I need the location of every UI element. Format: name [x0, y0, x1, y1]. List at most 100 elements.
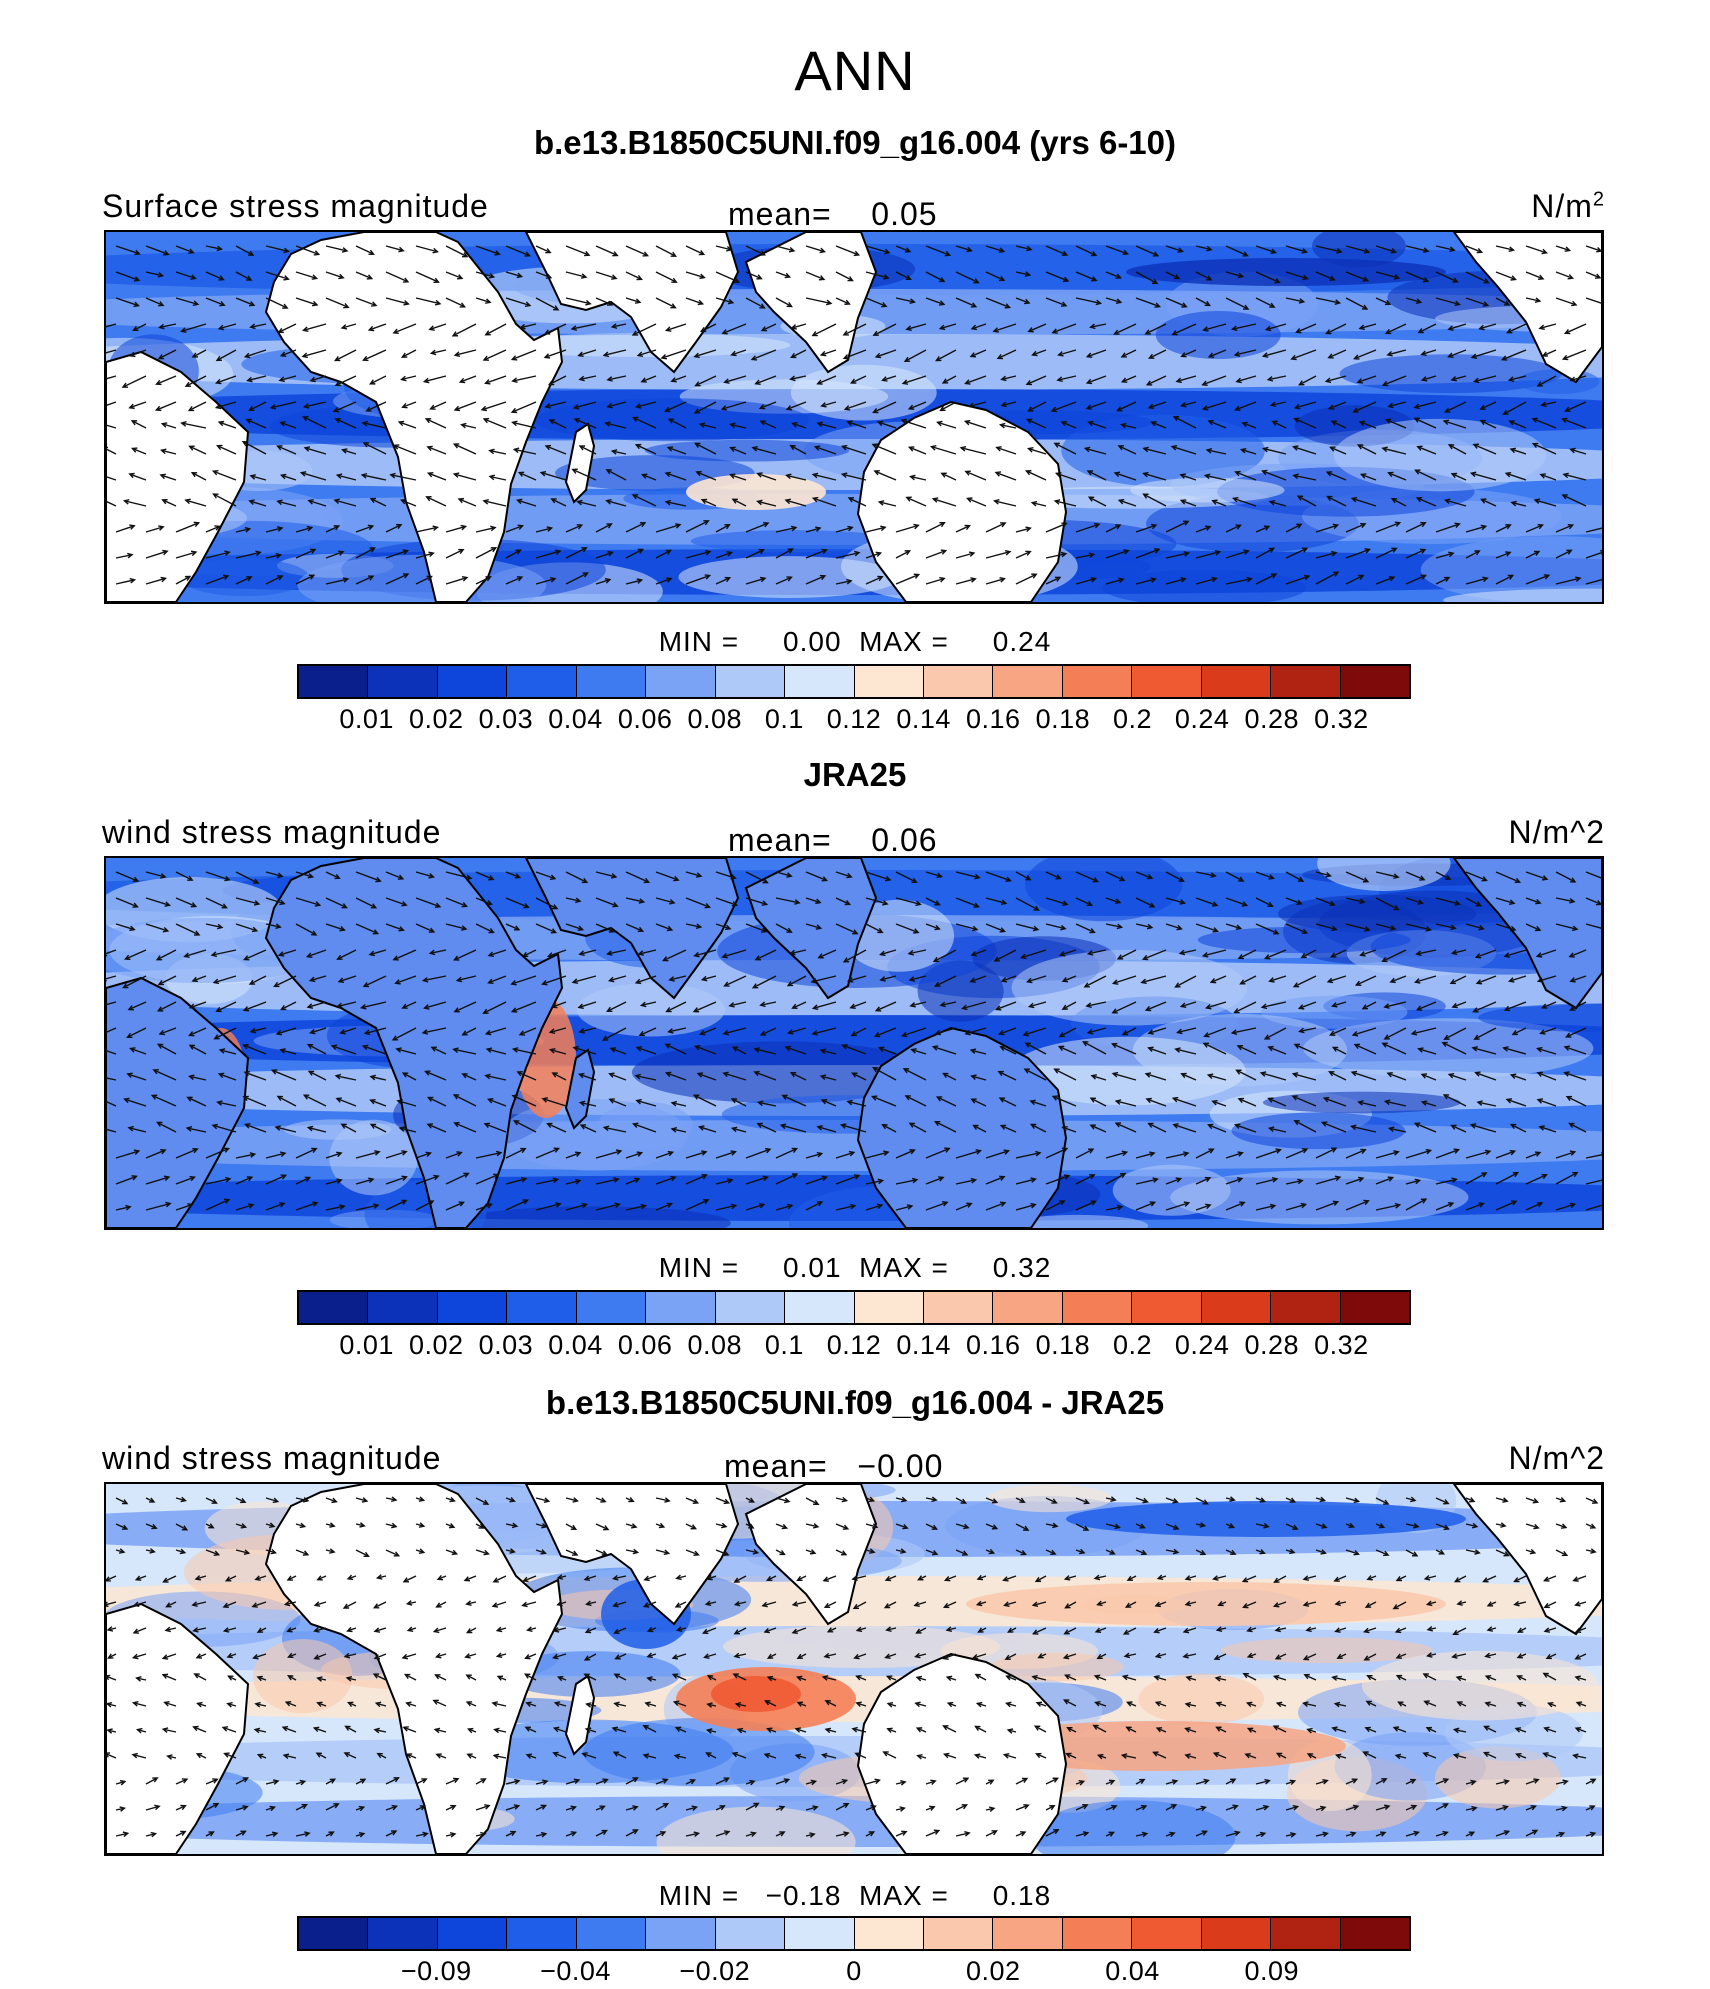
- colorbar-swatch: [715, 666, 786, 697]
- panel-min-max: MIN = 0.00 MAX = 0.24: [658, 626, 1052, 657]
- map-canvas: [106, 858, 1602, 1228]
- panel-units: N/m^2: [1509, 1440, 1605, 1477]
- colorbar-swatch: [785, 1292, 855, 1323]
- colorbar-swatch: [646, 666, 716, 697]
- mean-label: mean=: [728, 196, 832, 232]
- colorbar-swatch: [576, 1292, 647, 1323]
- colorbar-swatch: [646, 1292, 716, 1323]
- colorbar-swatch: [1062, 1918, 1133, 1949]
- colorbar-tick-label: 0.12: [826, 1330, 882, 1360]
- mean-value: −0.00: [857, 1448, 944, 1484]
- colorbar-tick-label: 0.06: [617, 704, 673, 734]
- colorbar: [297, 1916, 1411, 1951]
- landmass-north-america: [1452, 232, 1602, 384]
- map-panel-model: [104, 230, 1604, 604]
- colorbar-swatch: [299, 1292, 369, 1323]
- colorbar-swatch: [923, 1918, 994, 1949]
- colorbar-labels: 0.01 0.02 0.03 0.04 0.06 0.08 0.1 0.12 0.14 0.16 0…: [297, 704, 1411, 736]
- colorbar-tick-label: 0.14: [896, 1330, 951, 1360]
- landmass-north-america: [1452, 1484, 1602, 1636]
- panel-mean: mean= 0.06: [728, 822, 938, 859]
- mean-value: 0.06: [871, 822, 938, 858]
- colorbar-tick-label: 0.32: [1314, 704, 1369, 734]
- colorbar-swatch: [1340, 666, 1409, 697]
- colorbar-tick-label: 0.16: [965, 704, 1021, 734]
- landmass-australia: [856, 400, 1068, 602]
- panel-left-label: Surface stress magnitude: [102, 188, 489, 224]
- colorbar-swatch: [1271, 666, 1341, 697]
- colorbar-tick-label: 0.2: [1112, 1330, 1153, 1360]
- colorbar-swatch: [993, 1918, 1063, 1949]
- colorbar-labels: 0.01 0.02 0.03 0.04 0.06 0.08 0.1 0.12 0.14 0.16 0…: [297, 1330, 1411, 1362]
- colorbar-tick-label: 0.04: [548, 704, 603, 734]
- colorbar-tick-label: 0.02: [408, 1330, 464, 1360]
- colorbar-tick-label: −0.04: [540, 1956, 611, 1986]
- landmass-south-america: [106, 350, 250, 602]
- colorbar-tick-label: 0.16: [965, 1330, 1021, 1360]
- colorbar-swatch: [1062, 1292, 1133, 1323]
- colorbar-tick-label: 0.08: [687, 704, 743, 734]
- units-base: N/m^2: [1508, 1440, 1605, 1476]
- colorbar-tick-label: 0.02: [965, 1956, 1021, 1986]
- colorbar-tick-label: 0.18: [1035, 704, 1091, 734]
- colorbar-swatch: [1201, 666, 1272, 697]
- colorbar-tick-label: 0.12: [826, 704, 882, 734]
- panel-title: b.e13.B1850C5UNI.f09_g16.004 - JRA25: [545, 1384, 1165, 1421]
- colorbar-tick-label: 0.04: [1105, 1956, 1160, 1986]
- colorbar-swatch: [923, 666, 994, 697]
- colorbar-swatch: [1271, 1918, 1341, 1949]
- mean-label: mean=: [724, 1448, 828, 1484]
- colorbar-swatch: [854, 666, 924, 697]
- colorbar-tick-label: 0.32: [1314, 1330, 1369, 1360]
- panel-min-max: MIN = 0.01 MAX = 0.32: [658, 1252, 1052, 1283]
- colorbar-swatch: [715, 1918, 786, 1949]
- colorbar-tick-label: 0.18: [1035, 1330, 1091, 1360]
- colorbar-swatch: [646, 1918, 716, 1949]
- colorbar-swatch: [507, 1292, 577, 1323]
- colorbar-swatch: [923, 1292, 994, 1323]
- colorbar-swatch: [299, 1918, 369, 1949]
- colorbar-swatch: [854, 1918, 924, 1949]
- colorbar-swatch: [993, 666, 1063, 697]
- colorbar-swatch: [1340, 1292, 1409, 1323]
- colorbar-swatch: [437, 666, 508, 697]
- colorbar-tick-label: 0.08: [687, 1330, 743, 1360]
- colorbar-tick-label: 0.28: [1244, 704, 1300, 734]
- colorbar: [297, 1290, 1411, 1325]
- colorbar-swatch: [1201, 1918, 1272, 1949]
- panel-min-max: MIN = −0.18 MAX = 0.18: [658, 1880, 1052, 1911]
- colorbar-tick-label: 0.2: [1112, 704, 1153, 734]
- colorbar-swatch: [993, 1292, 1063, 1323]
- landmass-south-america: [106, 1602, 250, 1854]
- colorbar-tick-label: 0.04: [548, 1330, 603, 1360]
- panel-title: JRA25: [803, 756, 907, 793]
- mean-value: 0.05: [871, 196, 938, 232]
- panel-left-label: wind stress magnitude: [102, 814, 442, 850]
- colorbar-swatch: [576, 1918, 647, 1949]
- colorbar-tick-label: 0.1: [764, 1330, 804, 1360]
- landmass-south-america: [106, 976, 250, 1228]
- landmass-madagascar: [564, 1048, 596, 1130]
- mean-label: mean=: [728, 822, 832, 858]
- colorbar-tick-label: 0.01: [339, 1330, 394, 1360]
- colorbar-swatch: [507, 1918, 577, 1949]
- colorbar-swatch: [715, 1292, 786, 1323]
- colorbar-swatch: [1132, 1292, 1202, 1323]
- units-superscript: 2: [1592, 188, 1605, 211]
- colorbar-tick-label: 0.24: [1174, 1330, 1230, 1360]
- colorbar-tick-label: 0.09: [1244, 1956, 1300, 1986]
- colorbar-swatch: [299, 666, 369, 697]
- landmass-north-america: [1452, 858, 1602, 1010]
- landmass-africa: [264, 858, 564, 1228]
- map-canvas: [106, 232, 1602, 602]
- colorbar-swatch: [1340, 1918, 1409, 1949]
- colorbar-swatch: [507, 666, 577, 697]
- colorbar-tick-label: 0.03: [478, 704, 534, 734]
- map-panel-jra25: [104, 856, 1604, 1230]
- landmass-indochina: [744, 858, 878, 1000]
- colorbar-tick-label: 0.01: [339, 704, 394, 734]
- colorbar-swatch: [1132, 1918, 1202, 1949]
- colorbar-swatch: [437, 1292, 508, 1323]
- landmass-australia: [856, 1652, 1068, 1854]
- panel-units: N/m^2: [1509, 814, 1605, 851]
